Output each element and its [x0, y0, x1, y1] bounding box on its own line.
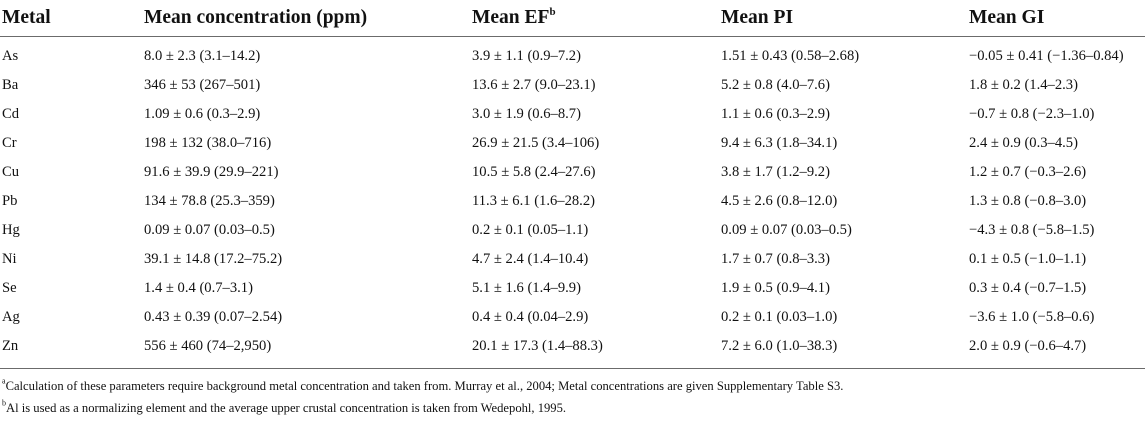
cell-metal: Zn	[2, 338, 19, 354]
cell-metal: Cr	[2, 135, 17, 151]
cell-mean-concentration: 198 ± 132 (38.0–716)	[144, 135, 272, 151]
cell-mean-pi: 5.2 ± 0.8 (4.0–7.6)	[721, 77, 830, 93]
cell-mean-concentration: 91.6 ± 39.9 (29.9–221)	[144, 164, 279, 180]
cell-metal: Ag	[2, 309, 20, 325]
cell-mean-pi: 0.09 ± 0.07 (0.03–0.5)	[721, 222, 852, 238]
table-row: Ba 346 ± 53 (267–501) 13.6 ± 2.7 (9.0–23.1…	[0, 72, 1145, 99]
cell-mean-concentration: 0.09 ± 0.07 (0.03–0.5)	[144, 222, 275, 238]
cell-mean-concentration: 1.4 ± 0.4 (0.7–3.1)	[144, 280, 253, 296]
table-row: As 8.0 ± 2.3 (3.1–14.2) 3.9 ± 1.1 (0.9–7.2…	[0, 43, 1145, 70]
cell-mean-gi: −4.3 ± 0.8 (−5.8–1.5)	[969, 222, 1095, 238]
cell-mean-gi: 1.8 ± 0.2 (1.4–2.3)	[969, 77, 1078, 93]
cell-metal: Cu	[2, 164, 20, 180]
table-row: Cd 1.09 ± 0.6 (0.3–2.9) 3.0 ± 1.9 (0.6–8.7…	[0, 101, 1145, 128]
cell-metal: Se	[2, 280, 17, 296]
cell-metal: Hg	[2, 222, 20, 238]
header-metal: Metal	[2, 7, 51, 28]
cell-mean-concentration: 346 ± 53 (267–501)	[144, 77, 261, 93]
cell-mean-ef: 5.1 ± 1.6 (1.4–9.9)	[472, 280, 581, 296]
cell-mean-ef: 0.2 ± 0.1 (0.05–1.1)	[472, 222, 589, 238]
cell-mean-concentration: 134 ± 78.8 (25.3–359)	[144, 193, 275, 209]
cell-mean-ef: 13.6 ± 2.7 (9.0–23.1)	[472, 77, 596, 93]
cell-mean-ef: 20.1 ± 17.3 (1.4–88.3)	[472, 338, 603, 354]
cell-metal: Cd	[2, 106, 20, 122]
header-mean-gi: Mean GI	[969, 7, 1045, 28]
cell-mean-ef: 4.7 ± 2.4 (1.4–10.4)	[472, 251, 589, 267]
footnote-a-mark: a	[2, 376, 6, 386]
cell-metal: Ba	[2, 77, 19, 93]
header-mean-ef: Mean EFb	[472, 0, 556, 36]
cell-mean-pi: 0.2 ± 0.1 (0.03–1.0)	[721, 309, 838, 325]
table-row: Pb 134 ± 78.8 (25.3–359) 11.3 ± 6.1 (1.6–2…	[0, 188, 1145, 215]
cell-mean-pi: 1.1 ± 0.6 (0.3–2.9)	[721, 106, 830, 122]
cell-mean-concentration: 0.43 ± 0.39 (0.07–2.54)	[144, 309, 283, 325]
cell-mean-pi: 1.7 ± 0.7 (0.8–3.3)	[721, 251, 830, 267]
cell-mean-pi: 1.51 ± 0.43 (0.58–2.68)	[721, 48, 860, 64]
footnote-b-text: Al is used as a normalizing element and …	[6, 401, 567, 415]
footnote-a: aCalculation of these parameters require…	[2, 376, 844, 394]
cell-mean-ef: 0.4 ± 0.4 (0.04–2.9)	[472, 309, 589, 325]
cell-metal: Ni	[2, 251, 17, 267]
cell-mean-pi: 9.4 ± 6.3 (1.8–34.1)	[721, 135, 838, 151]
table-row: Ag 0.43 ± 0.39 (0.07–2.54) 0.4 ± 0.4 (0.04…	[0, 304, 1145, 331]
cell-mean-gi: −0.7 ± 0.8 (−2.3–1.0)	[969, 106, 1095, 122]
cell-mean-pi: 1.9 ± 0.5 (0.9–4.1)	[721, 280, 830, 296]
footnote-b: bAl is used as a normalizing element and…	[2, 398, 567, 416]
bottom-rule	[0, 368, 1145, 369]
cell-mean-concentration: 1.09 ± 0.6 (0.3–2.9)	[144, 106, 261, 122]
header-mean-ef-label: Mean EF	[472, 7, 550, 28]
table-row: Cu 91.6 ± 39.9 (29.9–221) 10.5 ± 5.8 (2.4–…	[0, 159, 1145, 186]
cell-mean-gi: 1.2 ± 0.7 (−0.3–2.6)	[969, 164, 1087, 180]
cell-mean-ef: 26.9 ± 21.5 (3.4–106)	[472, 135, 600, 151]
cell-mean-gi: 0.1 ± 0.5 (−1.0–1.1)	[969, 251, 1087, 267]
cell-mean-gi: 2.4 ± 0.9 (0.3–4.5)	[969, 135, 1078, 151]
header-mean-ef-footnote-mark: b	[549, 5, 556, 18]
cell-mean-pi: 7.2 ± 6.0 (1.0–38.3)	[721, 338, 838, 354]
header-mean-pi: Mean PI	[721, 7, 794, 28]
footnote-b-mark: b	[2, 398, 6, 408]
header-mean-concentration: Mean concentration (ppm)	[144, 7, 368, 28]
cell-mean-concentration: 8.0 ± 2.3 (3.1–14.2)	[144, 48, 261, 64]
cell-mean-concentration: 39.1 ± 14.8 (17.2–75.2)	[144, 251, 283, 267]
cell-mean-ef: 11.3 ± 6.1 (1.6–28.2)	[472, 193, 595, 209]
cell-mean-gi: 2.0 ± 0.9 (−0.6–4.7)	[969, 338, 1087, 354]
cell-mean-gi: −0.05 ± 0.41 (−1.36–0.84)	[969, 48, 1124, 64]
table-row: Se 1.4 ± 0.4 (0.7–3.1) 5.1 ± 1.6 (1.4–9.9)…	[0, 275, 1145, 302]
table-row: Hg 0.09 ± 0.07 (0.03–0.5) 0.2 ± 0.1 (0.05–…	[0, 217, 1145, 244]
header-rule	[0, 36, 1145, 37]
cell-metal: As	[2, 48, 19, 64]
cell-metal: Pb	[2, 193, 18, 209]
table-row: Ni 39.1 ± 14.8 (17.2–75.2) 4.7 ± 2.4 (1.4–…	[0, 246, 1145, 273]
cell-mean-gi: −3.6 ± 1.0 (−5.8–0.6)	[969, 309, 1095, 325]
cell-mean-ef: 3.0 ± 1.9 (0.6–8.7)	[472, 106, 581, 122]
cell-mean-ef: 3.9 ± 1.1 (0.9–7.2)	[472, 48, 581, 64]
cell-mean-pi: 3.8 ± 1.7 (1.2–9.2)	[721, 164, 830, 180]
table-row: Cr 198 ± 132 (38.0–716) 26.9 ± 21.5 (3.4–1…	[0, 130, 1145, 157]
cell-mean-ef: 10.5 ± 5.8 (2.4–27.6)	[472, 164, 596, 180]
cell-mean-gi: 1.3 ± 0.8 (−0.8–3.0)	[969, 193, 1087, 209]
footnote-a-text: Calculation of these parameters require …	[5, 379, 844, 393]
cell-mean-concentration: 556 ± 460 (74–2,950)	[144, 338, 272, 354]
cell-mean-pi: 4.5 ± 2.6 (0.8–12.0)	[721, 193, 838, 209]
cell-mean-gi: 0.3 ± 0.4 (−0.7–1.5)	[969, 280, 1087, 296]
table-row: Zn 556 ± 460 (74–2,950) 20.1 ± 17.3 (1.4–8…	[0, 333, 1145, 360]
